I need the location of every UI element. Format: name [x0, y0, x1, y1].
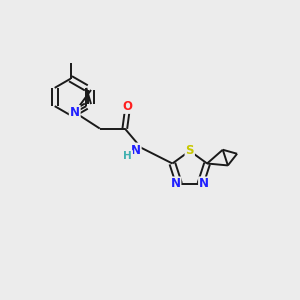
Text: N: N — [70, 106, 80, 119]
Text: N: N — [131, 143, 141, 157]
Text: N: N — [170, 177, 181, 190]
Text: H: H — [123, 151, 132, 161]
Text: N: N — [199, 177, 209, 190]
Text: O: O — [123, 100, 133, 113]
Text: S: S — [185, 144, 194, 158]
